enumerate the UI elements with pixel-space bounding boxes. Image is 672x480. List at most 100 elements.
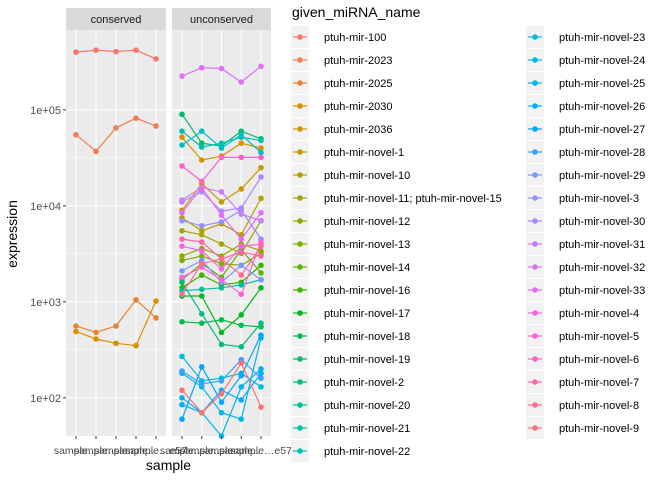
data-point	[198, 157, 205, 163]
data-point	[258, 195, 264, 202]
legend: ptuh-mir-100 ptuh-mir-2023 ptuh-mir-2025 pt…	[291, 26, 645, 462]
data-point	[218, 65, 225, 72]
data-point	[218, 276, 225, 283]
y-axis: 1e+02 1e+03 1e+04 1e+05	[30, 105, 66, 405]
legend-key-point	[297, 103, 303, 109]
legend-key-point	[297, 264, 303, 270]
data-point	[153, 123, 159, 129]
data-point	[258, 332, 264, 338]
data-point	[258, 370, 264, 377]
data-point	[258, 239, 264, 245]
legend-entry: ptuh-mir-novel-10	[291, 164, 410, 186]
data-point	[198, 293, 205, 299]
legend-label: ptuh-mir-novel-10	[324, 170, 410, 182]
data-point	[153, 315, 159, 321]
data-point	[258, 262, 264, 269]
data-point	[238, 416, 245, 422]
panel-unconserved: unconserved	[172, 8, 271, 439]
data-point	[258, 145, 264, 151]
data-point	[218, 266, 225, 272]
data-point	[73, 49, 79, 55]
legend-entry: ptuh-mir-novel-28	[526, 141, 645, 163]
data-point	[258, 375, 264, 382]
legend-label: ptuh-mir-novel-2	[324, 377, 404, 389]
x-tick-label: sample…	[94, 445, 138, 457]
series-ptuh-mir-2023	[73, 115, 159, 155]
legend-label: ptuh-mir-novel-31	[559, 239, 645, 251]
data-point	[258, 137, 264, 144]
data-point	[198, 380, 205, 387]
legend-entry: ptuh-mir-novel-25	[526, 72, 645, 94]
data-point	[258, 209, 264, 216]
data-point	[179, 128, 185, 134]
series-ptuh-mir-novel-22	[179, 128, 264, 156]
x-tick-label: sample…	[160, 445, 204, 457]
legend-key-point	[532, 379, 538, 385]
data-point	[238, 236, 245, 242]
data-point	[218, 189, 225, 195]
legend-entry: ptuh-mir-2030	[291, 95, 392, 117]
data-point	[238, 312, 245, 318]
legend-label: ptuh-mir-novel-17	[324, 308, 410, 320]
data-point	[133, 297, 139, 303]
data-point	[198, 286, 205, 293]
data-point	[218, 409, 225, 416]
data-point	[218, 219, 225, 225]
data-point	[133, 342, 139, 349]
data-point	[258, 149, 264, 156]
data-point	[179, 268, 185, 274]
data-point	[258, 243, 264, 249]
facet-strip	[172, 8, 271, 30]
legend-label: ptuh-mir-2023	[324, 55, 392, 67]
x-tick-label: sample…	[199, 445, 243, 457]
legend-key-point	[297, 379, 303, 385]
data-point	[238, 262, 245, 269]
data-point	[198, 128, 205, 134]
data-point	[238, 322, 245, 329]
x-tick-label: sample…	[219, 445, 263, 457]
legend-key-point	[532, 195, 538, 201]
legend-label: ptuh-mir-2036	[324, 124, 392, 136]
legend-entry: ptuh-mir-novel-3	[526, 187, 639, 209]
data-point	[238, 397, 245, 403]
data-point	[179, 387, 185, 394]
legend-entry: ptuh-mir-novel-27	[526, 118, 645, 140]
data-point	[179, 318, 185, 325]
data-point	[179, 291, 185, 298]
legend-entry: ptuh-mir-novel-30	[526, 210, 645, 232]
series-ptuh-mir-novel-27	[179, 332, 264, 422]
data-point	[179, 416, 185, 422]
data-point	[93, 329, 99, 336]
data-point	[113, 323, 119, 329]
x-tick-label: sample…	[114, 445, 158, 457]
legend-key-point	[532, 80, 538, 86]
legend-entry: ptuh-mir-novel-6	[526, 348, 639, 370]
legend-key-point	[532, 34, 538, 40]
legend-title: given_miRNA_name	[292, 4, 421, 20]
legend-entry: ptuh-mir-novel-14	[291, 256, 410, 278]
legend-key-point	[297, 241, 303, 247]
data-point	[179, 73, 185, 79]
data-point	[179, 353, 185, 360]
series-ptuh-mir-2030	[73, 298, 159, 349]
data-point	[179, 163, 185, 169]
data-point	[258, 276, 264, 283]
data-point	[198, 311, 205, 317]
data-point	[238, 384, 245, 390]
data-point	[179, 197, 185, 203]
legend-entry: ptuh-mir-novel-32	[526, 256, 645, 278]
panel-conserved: conserved	[66, 8, 166, 436]
series-ptuh-mir-novel-32	[179, 63, 264, 85]
legend-entry: ptuh-mir-2023	[291, 49, 392, 71]
y-tick-label: 1e+03	[30, 297, 61, 309]
data-point	[258, 270, 264, 276]
data-point	[113, 340, 119, 347]
legend-key-point	[297, 333, 303, 339]
data-point	[113, 125, 119, 131]
data-point	[238, 186, 245, 192]
series-ptuh-mir-novel-8	[179, 243, 264, 298]
legend-entry: ptuh-mir-novel-1	[291, 141, 404, 163]
data-point	[179, 395, 185, 401]
data-point	[179, 253, 185, 259]
data-point	[198, 364, 205, 370]
